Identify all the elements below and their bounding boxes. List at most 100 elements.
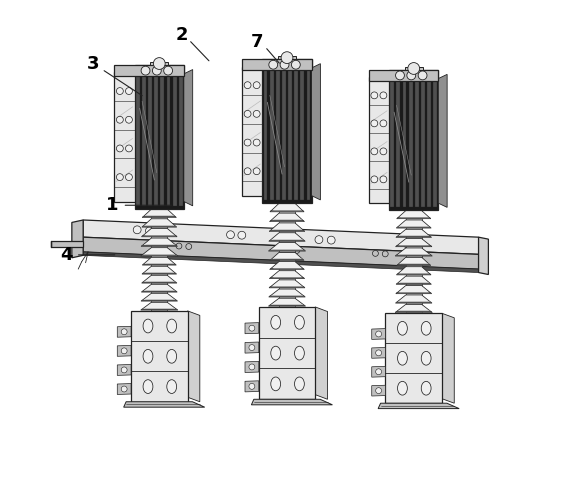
Text: 2: 2 bbox=[175, 26, 188, 44]
Polygon shape bbox=[141, 291, 177, 292]
Text: 3: 3 bbox=[87, 55, 99, 73]
Polygon shape bbox=[398, 257, 430, 265]
Polygon shape bbox=[141, 300, 177, 301]
Circle shape bbox=[121, 348, 127, 354]
Polygon shape bbox=[269, 240, 305, 241]
Circle shape bbox=[244, 168, 251, 175]
Polygon shape bbox=[439, 75, 447, 207]
Polygon shape bbox=[312, 64, 320, 200]
Text: 7: 7 bbox=[250, 33, 263, 51]
Circle shape bbox=[315, 236, 323, 244]
Circle shape bbox=[327, 236, 335, 244]
Bar bbox=[152, 257, 167, 311]
Bar bbox=[369, 70, 439, 81]
Ellipse shape bbox=[271, 346, 281, 360]
Circle shape bbox=[133, 226, 141, 234]
Polygon shape bbox=[83, 220, 479, 254]
Circle shape bbox=[407, 71, 416, 80]
Polygon shape bbox=[442, 313, 454, 403]
Polygon shape bbox=[315, 307, 328, 399]
Circle shape bbox=[121, 367, 127, 373]
Polygon shape bbox=[270, 280, 304, 287]
Bar bbox=[278, 56, 296, 59]
Circle shape bbox=[126, 145, 133, 152]
Bar bbox=[152, 208, 167, 257]
Circle shape bbox=[292, 60, 300, 69]
Bar bbox=[402, 73, 406, 207]
Polygon shape bbox=[395, 246, 432, 247]
Polygon shape bbox=[117, 383, 131, 395]
Polygon shape bbox=[397, 210, 430, 218]
Circle shape bbox=[249, 325, 255, 331]
Polygon shape bbox=[143, 266, 176, 274]
Polygon shape bbox=[83, 252, 479, 273]
Polygon shape bbox=[270, 213, 304, 221]
Polygon shape bbox=[142, 293, 177, 300]
Bar bbox=[279, 203, 295, 252]
Circle shape bbox=[418, 71, 427, 80]
Polygon shape bbox=[372, 367, 386, 377]
Polygon shape bbox=[142, 238, 177, 246]
Bar bbox=[270, 62, 274, 200]
Bar bbox=[307, 62, 311, 200]
Bar bbox=[148, 68, 152, 206]
Circle shape bbox=[280, 60, 289, 69]
Polygon shape bbox=[141, 246, 177, 247]
Circle shape bbox=[380, 176, 387, 183]
Bar bbox=[288, 62, 292, 200]
Ellipse shape bbox=[421, 322, 431, 335]
Circle shape bbox=[146, 227, 153, 235]
Ellipse shape bbox=[143, 349, 153, 363]
Circle shape bbox=[141, 66, 150, 75]
Circle shape bbox=[176, 243, 182, 249]
Bar bbox=[142, 68, 146, 206]
Circle shape bbox=[371, 120, 378, 127]
Circle shape bbox=[371, 148, 378, 155]
Circle shape bbox=[294, 247, 300, 253]
Bar bbox=[242, 59, 312, 70]
Circle shape bbox=[153, 58, 165, 70]
Bar bbox=[282, 62, 286, 200]
Polygon shape bbox=[378, 403, 459, 409]
Polygon shape bbox=[142, 247, 177, 255]
Polygon shape bbox=[269, 298, 305, 306]
Bar bbox=[51, 241, 83, 247]
Polygon shape bbox=[143, 257, 176, 264]
Polygon shape bbox=[479, 237, 488, 275]
Bar bbox=[389, 70, 439, 210]
Polygon shape bbox=[141, 309, 178, 310]
Bar bbox=[397, 73, 400, 207]
Polygon shape bbox=[245, 381, 259, 392]
Bar bbox=[263, 62, 267, 200]
Polygon shape bbox=[142, 226, 177, 227]
Circle shape bbox=[244, 111, 251, 117]
Circle shape bbox=[126, 174, 133, 181]
Circle shape bbox=[117, 174, 123, 181]
Polygon shape bbox=[396, 304, 432, 312]
Circle shape bbox=[281, 52, 293, 64]
Ellipse shape bbox=[167, 319, 177, 333]
Polygon shape bbox=[245, 342, 259, 353]
Polygon shape bbox=[372, 329, 386, 339]
Bar bbox=[262, 59, 312, 203]
Ellipse shape bbox=[398, 351, 408, 365]
Ellipse shape bbox=[271, 316, 281, 329]
Bar bbox=[114, 65, 184, 76]
Bar bbox=[294, 62, 298, 200]
Bar bbox=[166, 68, 170, 206]
Circle shape bbox=[380, 120, 387, 127]
Circle shape bbox=[253, 111, 260, 117]
Circle shape bbox=[126, 116, 133, 123]
Bar bbox=[405, 67, 422, 70]
Polygon shape bbox=[395, 312, 432, 313]
Polygon shape bbox=[270, 259, 304, 260]
Polygon shape bbox=[83, 237, 479, 269]
Circle shape bbox=[227, 231, 234, 239]
Bar bbox=[279, 252, 295, 307]
Circle shape bbox=[117, 116, 123, 123]
Polygon shape bbox=[245, 362, 259, 372]
Ellipse shape bbox=[167, 380, 177, 393]
Polygon shape bbox=[397, 286, 431, 293]
Polygon shape bbox=[271, 204, 303, 211]
Polygon shape bbox=[72, 220, 83, 258]
